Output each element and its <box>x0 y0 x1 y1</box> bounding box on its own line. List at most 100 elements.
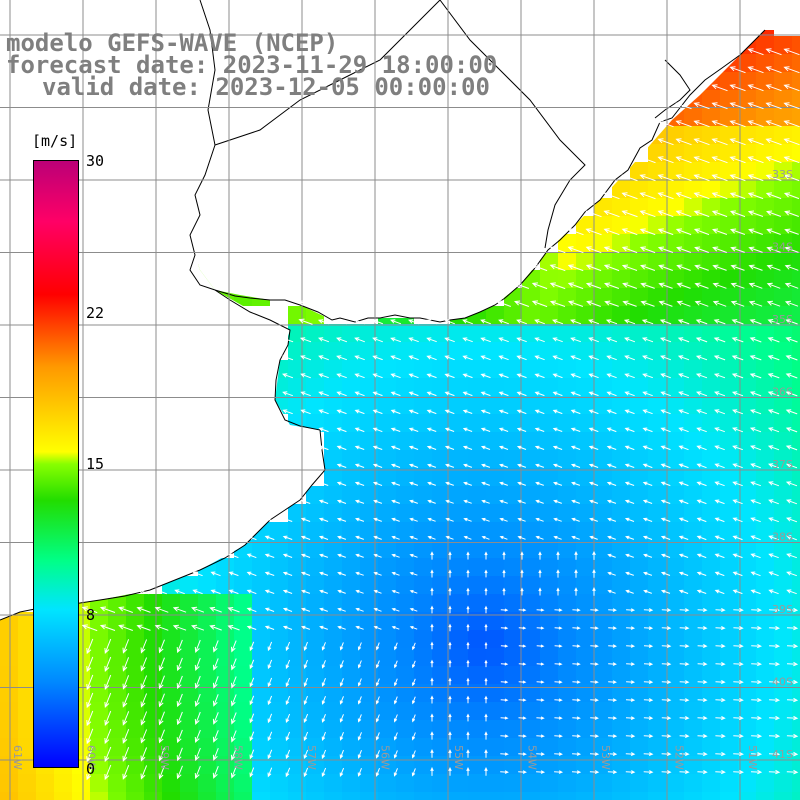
wind-cell <box>594 792 612 800</box>
wind-cell <box>684 360 702 378</box>
wind-cell <box>522 720 540 738</box>
wind-arrow <box>679 680 690 685</box>
wind-cell <box>468 450 486 468</box>
wind-cell <box>774 594 792 612</box>
wind-cell <box>540 594 558 612</box>
wind-arrow <box>639 246 656 254</box>
wind-arrow <box>750 463 761 469</box>
wind-arrow <box>733 751 744 757</box>
wind-arrow <box>639 192 656 200</box>
wind-arrow <box>765 66 782 74</box>
wind-cell <box>792 540 800 558</box>
wind-cell <box>144 720 162 738</box>
wind-cell <box>486 522 504 540</box>
wind-arrow <box>749 409 762 415</box>
wind-arrow <box>426 391 437 397</box>
wind-arrow <box>481 536 490 540</box>
wind-cell <box>756 576 774 594</box>
wind-arrow <box>729 174 746 182</box>
wind-arrow <box>733 625 744 631</box>
wind-arrow <box>572 644 581 648</box>
wind-arrow <box>678 571 689 576</box>
wind-cell <box>666 450 684 468</box>
wind-arrow <box>448 623 452 632</box>
wind-arrow <box>517 517 526 522</box>
wind-arrow <box>732 499 743 505</box>
wind-cell <box>486 576 504 594</box>
wind-arrow <box>448 695 452 704</box>
wind-cell <box>378 594 396 612</box>
wind-cell <box>666 576 684 594</box>
wind-arrow <box>785 373 798 379</box>
wind-arrow <box>590 716 599 720</box>
wind-cell <box>702 468 720 486</box>
wind-cell <box>774 486 792 504</box>
wind-cell <box>720 774 738 792</box>
wind-arrow <box>621 192 638 200</box>
wind-arrow <box>661 770 672 775</box>
wind-cell <box>504 396 522 414</box>
wind-cell <box>252 702 270 720</box>
wind-cell <box>18 666 36 684</box>
wind-cell <box>684 738 702 756</box>
wind-arrow <box>715 680 726 685</box>
wind-arrow <box>679 698 690 703</box>
wind-cell <box>756 342 774 360</box>
latitude-label: 36S <box>772 386 793 399</box>
wind-arrow <box>642 499 653 504</box>
wind-cell <box>396 360 414 378</box>
wind-arrow <box>711 120 728 128</box>
wind-cell <box>342 468 360 486</box>
latitude-label: 40S <box>772 676 793 689</box>
wind-arrow <box>444 319 455 325</box>
wind-cell <box>18 648 36 666</box>
wind-arrow <box>192 571 203 577</box>
wind-cell <box>180 630 198 648</box>
wind-arrow <box>336 427 347 433</box>
wind-arrow <box>448 713 452 722</box>
wind-cell <box>792 72 800 90</box>
wind-arrow <box>426 427 437 432</box>
wind-arrow <box>588 355 599 361</box>
wind-arrow <box>303 749 309 760</box>
wind-arrow <box>553 481 563 486</box>
wind-cell <box>324 522 342 540</box>
wind-arrow <box>657 192 674 200</box>
wind-arrow <box>319 553 329 558</box>
wind-arrow <box>624 445 635 451</box>
wind-cell <box>594 540 612 558</box>
wind-arrow <box>696 409 707 415</box>
wind-arrow <box>696 517 707 523</box>
wind-arrow <box>466 587 470 596</box>
wind-arrow <box>769 715 781 721</box>
wind-arrow <box>427 517 436 522</box>
wind-cell <box>774 774 792 792</box>
wind-cell <box>612 630 630 648</box>
wind-arrow <box>518 608 527 612</box>
wind-arrow <box>643 608 654 612</box>
wind-arrow <box>747 174 764 182</box>
wind-cell <box>180 702 198 720</box>
wind-arrow <box>606 355 617 361</box>
wind-arrow <box>285 713 291 724</box>
longitude-label: 55W <box>452 745 465 770</box>
wind-cell <box>486 342 504 360</box>
wind-arrow <box>176 639 183 654</box>
wind-cell <box>522 522 540 540</box>
wind-arrow <box>729 138 746 146</box>
wind-cell <box>522 432 540 450</box>
wind-arrow <box>194 729 201 743</box>
wind-cell <box>702 540 720 558</box>
wind-arrow <box>172 624 187 631</box>
wind-arrow <box>769 679 781 685</box>
wind-cell <box>522 648 540 666</box>
wind-cell <box>684 468 702 486</box>
wind-arrow <box>391 590 400 594</box>
wind-cell <box>702 522 720 540</box>
wind-cell <box>792 648 800 666</box>
wind-arrow <box>657 156 674 164</box>
wind-arrow <box>766 300 781 307</box>
wind-cell <box>126 630 144 648</box>
wind-cell <box>396 738 414 756</box>
wind-arrow <box>426 319 437 325</box>
